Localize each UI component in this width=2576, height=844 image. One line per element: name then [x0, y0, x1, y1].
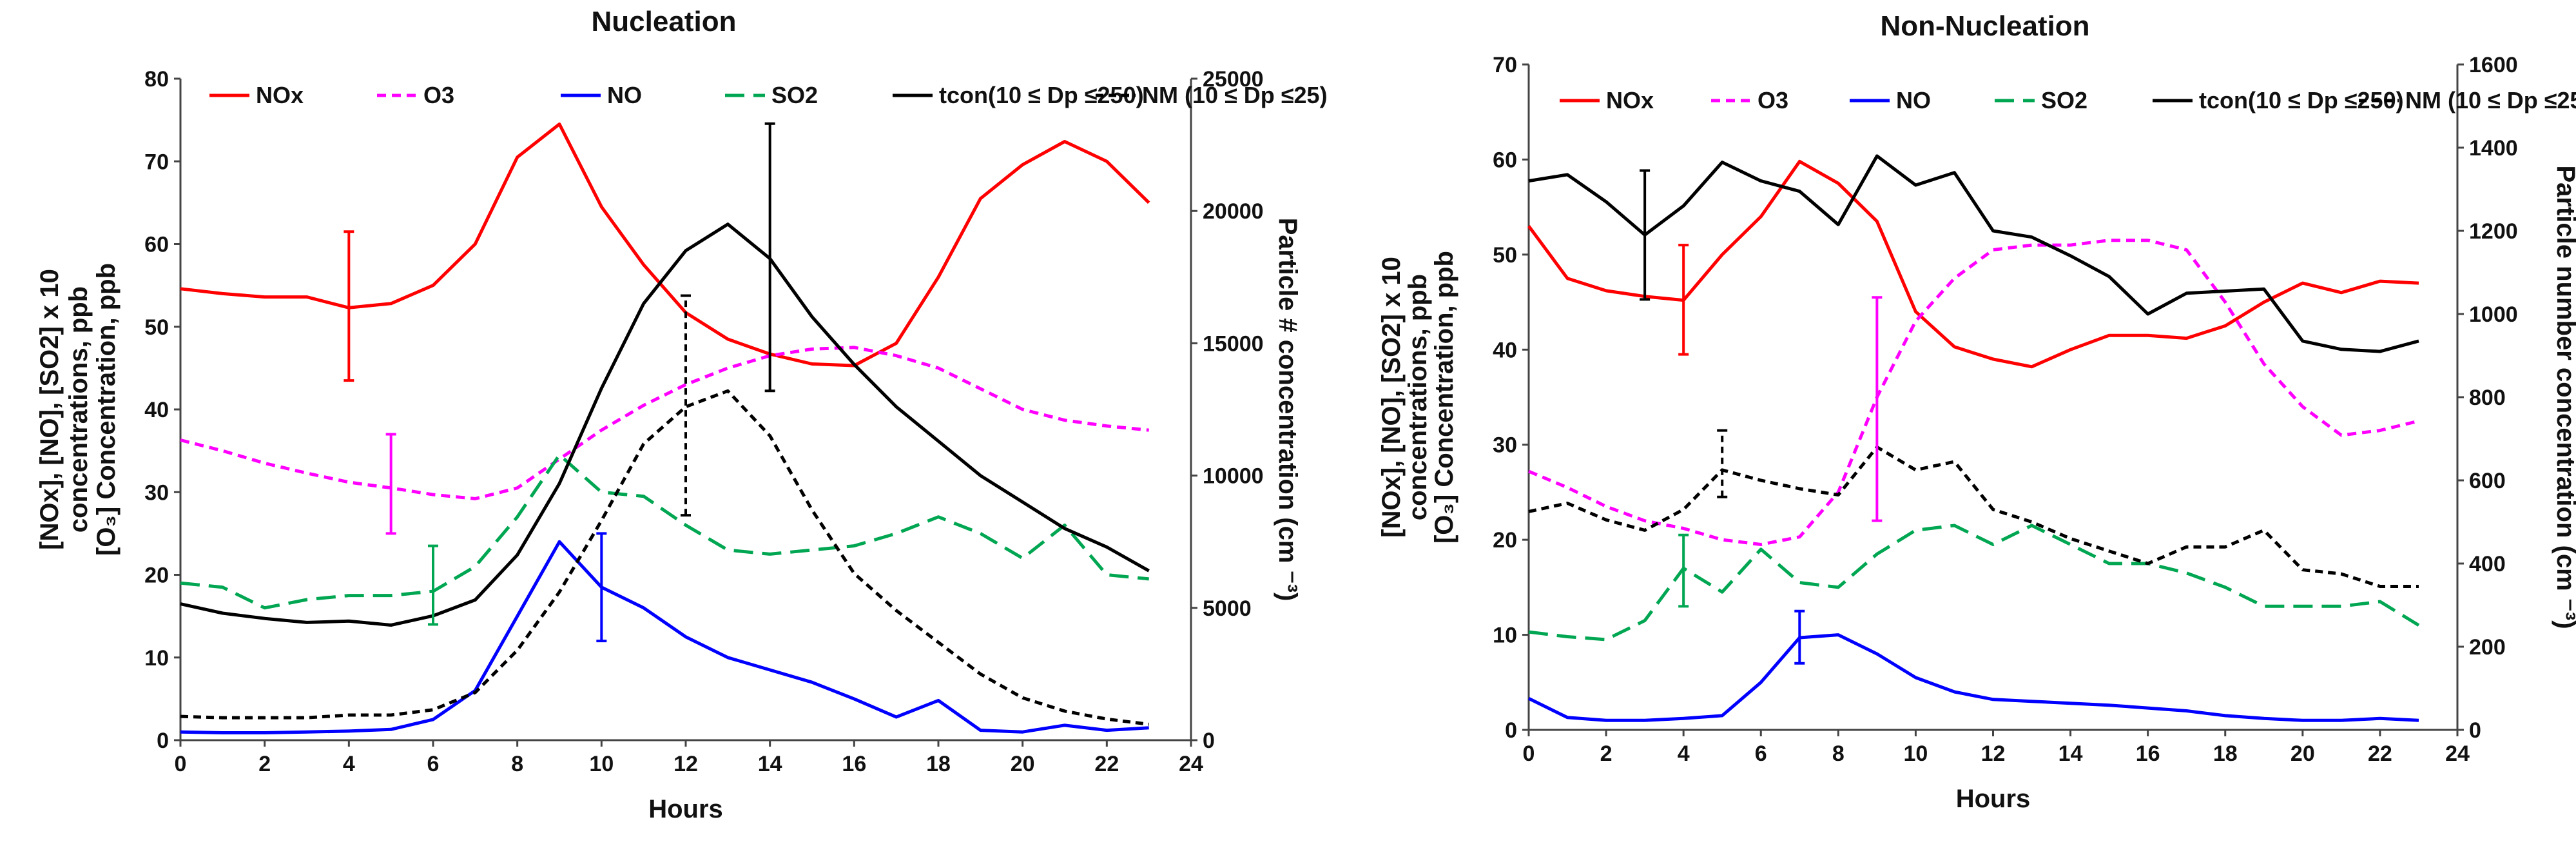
y-tick-label: 20: [144, 564, 169, 588]
y2-tick-label: 600: [2469, 469, 2506, 493]
y2-tick-label: 1200: [2469, 219, 2518, 244]
x-tick-label: 20: [2290, 741, 2315, 766]
x-tick-label: 10: [1904, 741, 1928, 766]
y-tick-label: 70: [144, 150, 169, 174]
x-tick-label: 6: [427, 752, 440, 776]
y-axis-label-line: concentrations, ppb: [64, 286, 93, 533]
y-tick-label: 50: [1493, 243, 1517, 268]
y2-tick-label: 400: [2469, 552, 2506, 576]
series-line-5: [1528, 445, 2419, 588]
x-tick-label: 20: [1011, 752, 1035, 776]
x-tick-label: 24: [1179, 752, 1203, 776]
y-tick-label: 60: [1493, 148, 1517, 172]
y2-tick-label: 15000: [1203, 331, 1264, 356]
y2-tick-label: 800: [2469, 386, 2506, 410]
y-tick-label: 0: [1505, 718, 1517, 743]
y2-tick-label: 25000: [1203, 67, 1264, 92]
x-tick-label: 18: [926, 752, 951, 776]
legend-label: tcon(10 ≤ Dp ≤250): [2199, 87, 2404, 113]
x-tick-label: 16: [842, 752, 866, 776]
y-tick-label: 30: [1493, 433, 1517, 458]
x-axis-label: Hours: [648, 795, 723, 823]
y-tick-label: 0: [157, 729, 169, 753]
legend-label: NM (10 ≤ Dp ≤25): [2405, 87, 2576, 113]
y2-axis-label: Particle number concentration (cm ⁻³): [2552, 165, 2576, 629]
y-tick-label: 60: [144, 233, 169, 257]
y2-tick-label: 1000: [2469, 302, 2518, 327]
x-tick-label: 6: [1755, 741, 1767, 766]
x-tick-label: 24: [2445, 741, 2470, 766]
x-tick-label: 0: [175, 752, 187, 776]
series-line-2: [1527, 633, 2419, 722]
x-tick-label: 14: [2058, 741, 2083, 766]
y-tick-label: 50: [144, 315, 169, 340]
chart-title: Non-Nucleation: [1880, 10, 2089, 42]
y2-axis-label: Particle # concentration (cm ⁻³): [1273, 218, 1302, 602]
x-axis-label: Hours: [1956, 785, 2031, 813]
y-tick-label: 20: [1493, 528, 1517, 553]
x-tick-label: 4: [1678, 741, 1690, 766]
y-tick-label: 10: [144, 646, 169, 671]
y2-tick-label: 20000: [1203, 199, 1264, 224]
series-line-1: [1528, 239, 2419, 546]
y-axis-label-line: [NOx], [NO], [SO2] x 10: [35, 269, 64, 550]
series-line-2: [180, 540, 1149, 734]
y2-tick-label: 5000: [1203, 596, 1252, 621]
x-tick-label: 2: [1600, 741, 1612, 766]
legend-label: NOx: [1606, 87, 1654, 113]
x-tick-label: 14: [758, 752, 782, 776]
x-tick-label: 4: [343, 752, 355, 776]
series-line-5: [180, 389, 1150, 726]
series-line-3: [180, 453, 1149, 610]
y-tick-label: 70: [1493, 53, 1517, 77]
legend-label: O3: [423, 82, 454, 108]
y-tick-label: 80: [144, 67, 169, 92]
legend-label: NO: [1896, 87, 1931, 113]
legend-label: O3: [1758, 87, 1788, 113]
x-tick-label: 8: [1832, 741, 1845, 766]
x-tick-label: 22: [1094, 752, 1119, 776]
y2-tick-label: 0: [1203, 729, 1215, 753]
legend-label: NOx: [256, 82, 304, 108]
x-tick-label: 2: [258, 752, 271, 776]
x-tick-label: 10: [589, 752, 614, 776]
y-axis-label-line: [O₃] Concentration, ppb: [1430, 251, 1458, 544]
x-tick-label: 22: [2368, 741, 2392, 766]
y-axis-label-line: concentrations, ppb: [1404, 274, 1432, 520]
y2-tick-label: 1600: [2469, 53, 2518, 77]
y2-tick-label: 10000: [1203, 464, 1264, 489]
legend-label: SO2: [771, 82, 818, 108]
series-line-1: [180, 346, 1149, 500]
legend-label: NO: [607, 82, 642, 108]
y-tick-label: 40: [144, 398, 169, 422]
x-tick-label: 12: [1981, 741, 2006, 766]
series-line-4: [180, 222, 1150, 627]
chart-title: Nucleation: [592, 6, 737, 37]
series-line-4: [1528, 154, 2419, 353]
y2-tick-label: 1400: [2469, 136, 2518, 161]
x-tick-label: 0: [1523, 741, 1535, 766]
series-line-3: [1528, 524, 2420, 642]
x-tick-label: 16: [2136, 741, 2160, 766]
x-tick-label: 18: [2213, 741, 2238, 766]
y2-tick-label: 0: [2469, 718, 2481, 743]
legend-label: NM (10 ≤ Dp ≤25): [1142, 82, 1328, 108]
legend-label: SO2: [2041, 87, 2087, 113]
series-line-0: [180, 123, 1150, 368]
y-axis-label-line: [NOx], [NO], [SO2] x 10: [1377, 257, 1406, 538]
x-tick-label: 12: [673, 752, 698, 776]
y-axis-label-line: [O₃] Concentration, ppb: [92, 263, 121, 556]
y-tick-label: 30: [144, 480, 169, 505]
x-tick-label: 8: [511, 752, 523, 776]
y-tick-label: 40: [1493, 338, 1517, 362]
y2-tick-label: 200: [2469, 635, 2506, 660]
y-tick-label: 10: [1493, 623, 1517, 648]
